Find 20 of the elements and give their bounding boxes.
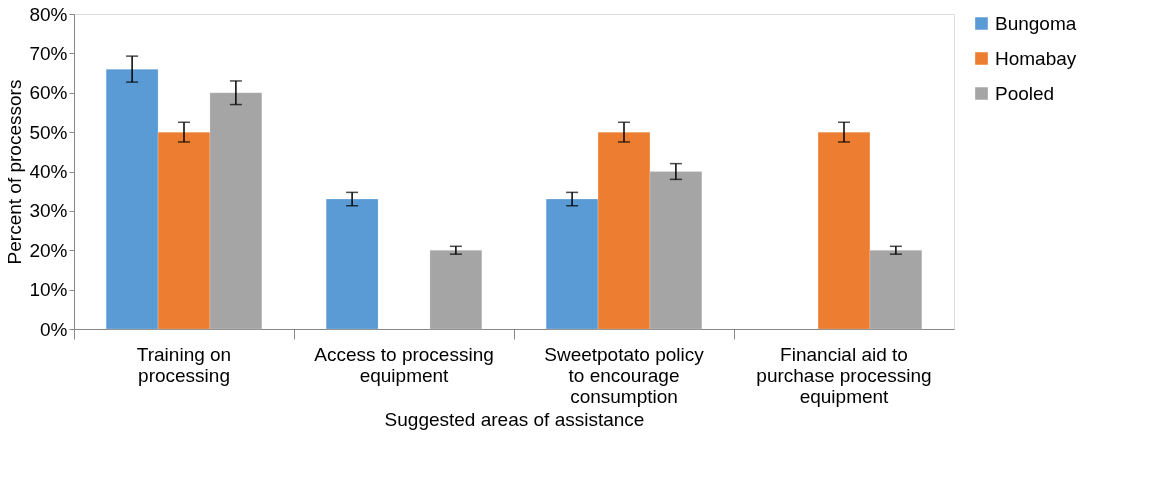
legend-label: Bungoma [995,12,1077,34]
y-tick-label: 50% [29,121,68,143]
y-tick-label: 80% [29,3,68,25]
y-tick-label: 60% [29,82,68,104]
legend-label: Pooled [995,82,1055,104]
bar [325,198,379,330]
y-tick-label: 70% [29,42,68,64]
bar [429,250,483,330]
y-tick-label: 20% [29,239,68,261]
y-tick-label: 40% [29,161,68,182]
x-tick-label: Training on processing [136,343,232,386]
y-tick-label: 30% [29,200,68,222]
x-tick-label: Financial aid to purchase processing equipment [756,343,932,407]
x-tick-label: Access to processing equipment [314,343,494,386]
y-axis-title: Percent of processors [4,79,26,265]
y-tick-label: 10% [29,279,68,301]
x-tick-label: Sweetpotato policy to encourage consumption [544,343,705,407]
x-axis-title: Suggested areas of assistance [384,408,645,430]
legend-label: Homabay [995,47,1077,69]
y-tick-label: 0% [40,318,68,340]
